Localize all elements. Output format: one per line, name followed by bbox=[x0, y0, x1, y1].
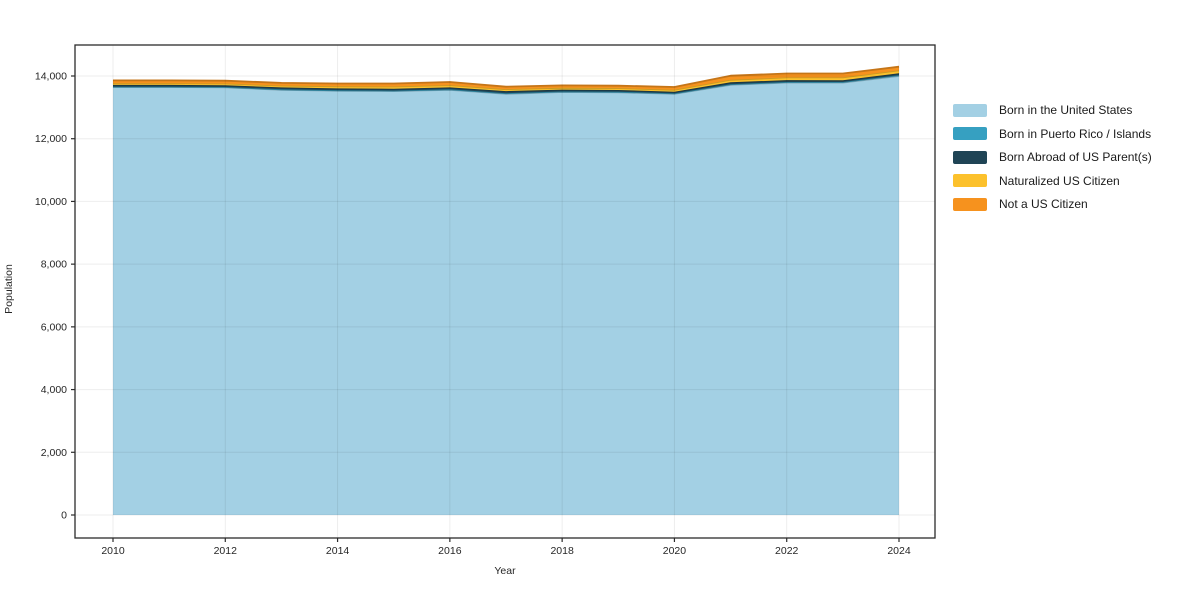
legend-item: Not a US Citizen bbox=[953, 197, 1152, 212]
legend-item: Born Abroad of US Parent(s) bbox=[953, 150, 1152, 165]
x-tick-label: 2022 bbox=[775, 545, 799, 557]
legend-swatch bbox=[953, 174, 987, 188]
y-tick-label: 6,000 bbox=[41, 321, 67, 333]
legend-label: Born in Puerto Rico / Islands bbox=[999, 126, 1152, 141]
legend-label: Born in the United States bbox=[999, 103, 1133, 118]
x-tick-label: 2016 bbox=[438, 545, 462, 557]
legend-swatch bbox=[953, 150, 987, 164]
x-axis-label: Year bbox=[494, 565, 516, 577]
x-tick-label: 2018 bbox=[550, 545, 574, 557]
y-tick-label: 4,000 bbox=[41, 384, 67, 396]
legend-swatch bbox=[953, 103, 987, 117]
legend-swatch bbox=[953, 127, 987, 141]
y-axis-label: Population bbox=[3, 264, 15, 314]
legend-item: Born in Puerto Rico / Islands bbox=[953, 127, 1152, 142]
legend-item: Naturalized US Citizen bbox=[953, 174, 1152, 189]
y-tick-label: 12,000 bbox=[35, 133, 67, 145]
legend: Born in the United States Born in Puerto … bbox=[953, 103, 1152, 212]
x-tick-label: 2020 bbox=[663, 545, 687, 557]
legend-item: Born in the United States bbox=[953, 103, 1152, 118]
x-tick-label: 2014 bbox=[326, 545, 350, 557]
legend-label: Naturalized US Citizen bbox=[999, 173, 1120, 188]
y-tick-label: 8,000 bbox=[41, 259, 67, 271]
y-tick-label: 0 bbox=[61, 510, 67, 522]
plot-border bbox=[74, 44, 936, 539]
area-series-0 bbox=[113, 76, 899, 515]
legend-label: Not a US Citizen bbox=[999, 197, 1088, 212]
x-tick-label: 2010 bbox=[101, 545, 125, 557]
x-tick-label: 2012 bbox=[214, 545, 238, 557]
legend-swatch bbox=[953, 197, 987, 211]
legend-label: Born Abroad of US Parent(s) bbox=[999, 150, 1152, 165]
y-tick-label: 10,000 bbox=[35, 196, 67, 208]
area-edge-4 bbox=[113, 65, 900, 88]
y-tick-label: 14,000 bbox=[35, 71, 67, 83]
x-tick-label: 2024 bbox=[887, 545, 911, 557]
y-tick-label: 2,000 bbox=[41, 447, 67, 459]
